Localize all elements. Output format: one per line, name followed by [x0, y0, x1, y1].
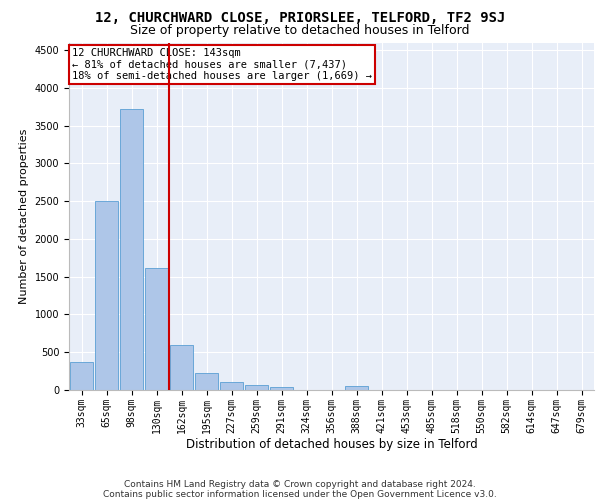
Text: 12 CHURCHWARD CLOSE: 143sqm
← 81% of detached houses are smaller (7,437)
18% of : 12 CHURCHWARD CLOSE: 143sqm ← 81% of det… — [71, 48, 371, 81]
Bar — [245, 386, 268, 390]
Text: 12, CHURCHWARD CLOSE, PRIORSLEE, TELFORD, TF2 9SJ: 12, CHURCHWARD CLOSE, PRIORSLEE, TELFORD… — [95, 11, 505, 25]
Bar — [170, 346, 193, 390]
Text: Size of property relative to detached houses in Telford: Size of property relative to detached ho… — [130, 24, 470, 37]
X-axis label: Distribution of detached houses by size in Telford: Distribution of detached houses by size … — [185, 438, 478, 452]
Bar — [344, 386, 368, 390]
Bar — [70, 362, 94, 390]
Bar — [269, 388, 293, 390]
Bar — [194, 372, 218, 390]
Y-axis label: Number of detached properties: Number of detached properties — [19, 128, 29, 304]
Bar — [95, 201, 118, 390]
Bar — [119, 109, 143, 390]
Bar — [220, 382, 244, 390]
Text: Contains HM Land Registry data © Crown copyright and database right 2024.
Contai: Contains HM Land Registry data © Crown c… — [103, 480, 497, 499]
Bar — [145, 268, 169, 390]
